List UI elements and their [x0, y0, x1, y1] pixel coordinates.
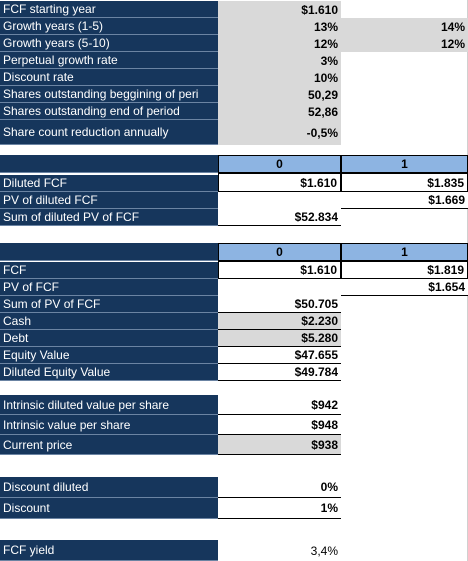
sum-diluted-pv-label: Sum of diluted PV of FCF [0, 209, 218, 226]
fcf-yield-value[interactable]: 3,4% [218, 540, 341, 561]
growth-5-10-value-2[interactable]: 12% [341, 35, 468, 52]
pv-diluted-fcf-label: PV of diluted FCF [0, 192, 218, 209]
growth-1-5-label: Growth years (1-5) [0, 18, 218, 35]
diluted-period-1-header: 1 [341, 155, 468, 173]
discount-diluted-label: Discount diluted [0, 477, 218, 498]
intrinsic-value[interactable]: $948 [218, 415, 341, 435]
diluted-fcf-value-2[interactable]: $1.835 [341, 173, 468, 192]
current-price-label: Current price [0, 435, 218, 455]
shares-begin-value[interactable]: 50,29 [218, 86, 341, 103]
fcf-start-label: FCF starting year [0, 1, 218, 18]
discount-label: Discount [0, 498, 218, 519]
discount-diluted-value[interactable]: 0% [218, 477, 341, 498]
sum-pv-fcf-label: Sum of PV of FCF [0, 296, 218, 313]
fcf-value[interactable]: $1.610 [218, 261, 341, 279]
block-2-header-label [0, 155, 218, 173]
period-0-header: 0 [218, 243, 341, 261]
cash-value[interactable]: $2.230 [218, 313, 341, 330]
equity-value-label: Equity Value [0, 347, 218, 364]
discount-rate-label: Discount rate [0, 69, 218, 86]
growth-1-5-value[interactable]: 13% [218, 18, 341, 35]
fcf-value-2[interactable]: $1.819 [341, 261, 468, 279]
intrinsic-label: Intrinsic value per share [0, 415, 218, 435]
pv-fcf-value-2[interactable]: $1.654 [341, 279, 468, 296]
shares-begin-label: Shares outstanding beggining of peri [0, 86, 218, 103]
diluted-fcf-value[interactable]: $1.610 [218, 173, 341, 192]
diluted-equity-value[interactable]: $49.784 [218, 364, 341, 381]
share-reduction-value[interactable]: -0,5% [218, 120, 341, 145]
fcf-yield-label: FCF yield [0, 540, 218, 561]
shares-end-value[interactable]: 52,86 [218, 103, 341, 120]
growth-5-10-value[interactable]: 12% [218, 35, 341, 52]
fcf-start-value[interactable]: $1.610 [218, 1, 341, 18]
block-3-header-label [0, 243, 218, 261]
diluted-period-0-header: 0 [218, 155, 341, 173]
share-reduction-label: Share count reduction annually [0, 120, 218, 145]
period-1-header: 1 [341, 243, 468, 261]
fcf-label: FCF [0, 262, 218, 279]
pv-fcf-label: PV of FCF [0, 279, 218, 296]
discount-value[interactable]: 1% [218, 498, 341, 519]
current-price-value[interactable]: $938 [218, 435, 341, 455]
pv-diluted-fcf-value-2[interactable]: $1.669 [341, 192, 468, 209]
diluted-equity-label: Diluted Equity Value [0, 364, 218, 381]
discount-rate-value[interactable]: 10% [218, 69, 341, 86]
equity-value-value[interactable]: $47.655 [218, 347, 341, 364]
diluted-fcf-label: Diluted FCF [0, 175, 218, 192]
debt-value[interactable]: $5.280 [218, 330, 341, 347]
growth-5-10-label: Growth years (5-10) [0, 35, 218, 52]
intrinsic-diluted-value[interactable]: $942 [218, 395, 341, 415]
perpetual-growth-value[interactable]: 3% [218, 52, 341, 69]
perpetual-growth-label: Perpetual growth rate [0, 52, 218, 69]
intrinsic-diluted-label: Intrinsic diluted value per share [0, 395, 218, 415]
debt-label: Debt [0, 330, 218, 347]
cash-label: Cash [0, 313, 218, 330]
sum-pv-fcf-value[interactable]: $50.705 [218, 296, 341, 313]
shares-end-label: Shares outstanding end of period [0, 103, 218, 120]
sum-diluted-pv-value[interactable]: $52.834 [218, 209, 341, 226]
growth-1-5-value-2[interactable]: 14% [341, 18, 468, 35]
